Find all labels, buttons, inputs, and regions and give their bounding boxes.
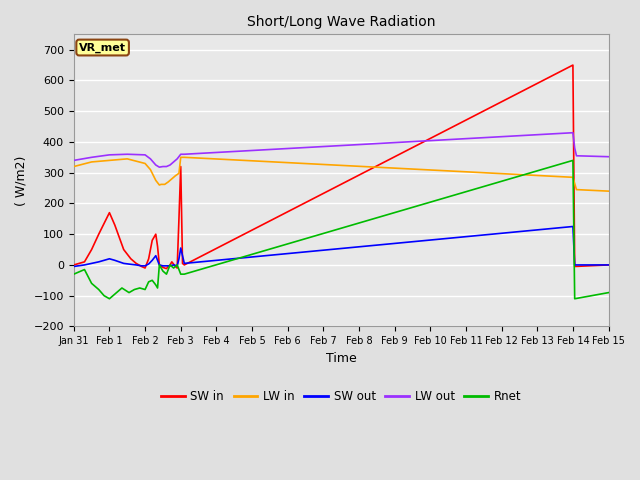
Legend: SW in, LW in, SW out, LW out, Rnet: SW in, LW in, SW out, LW out, Rnet xyxy=(156,386,526,408)
Title: Short/Long Wave Radiation: Short/Long Wave Radiation xyxy=(247,15,435,29)
Y-axis label: ( W/m2): ( W/m2) xyxy=(15,155,28,205)
Text: VR_met: VR_met xyxy=(79,42,126,53)
X-axis label: Time: Time xyxy=(326,352,356,365)
